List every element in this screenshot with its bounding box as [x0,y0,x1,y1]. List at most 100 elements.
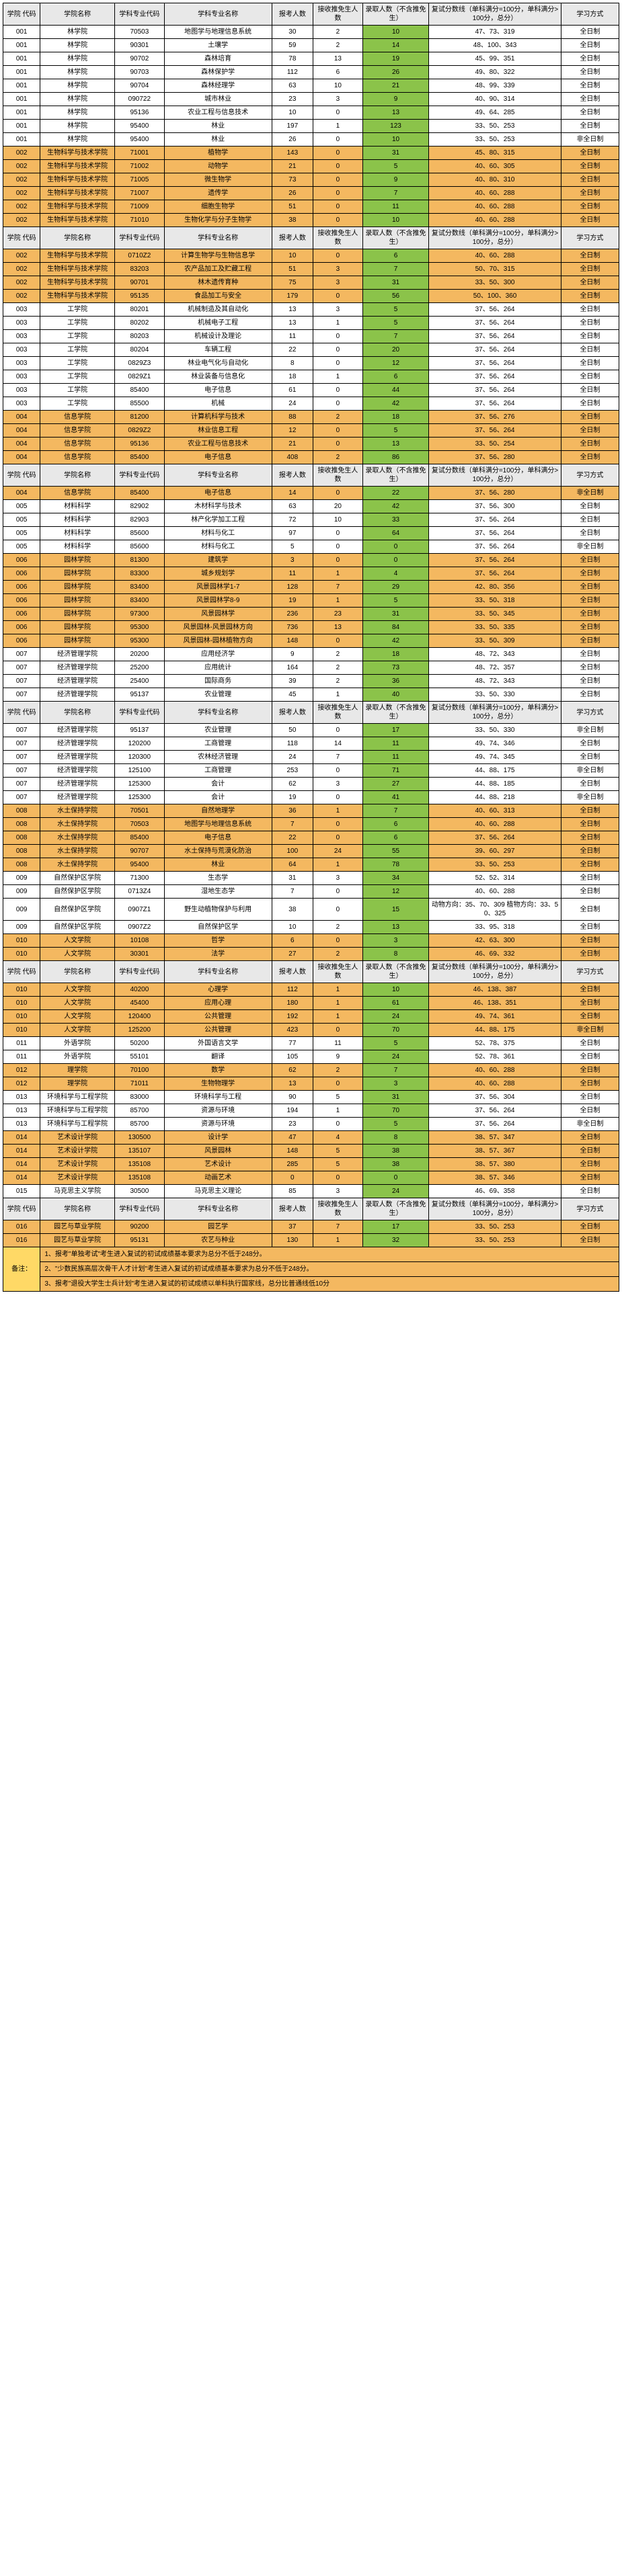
table-cell: 71002 [114,160,164,173]
table-cell: 艺术设计学院 [40,1145,115,1158]
table-cell: 006 [3,608,40,621]
table-cell: 风景园林-园林植物方向 [164,634,272,648]
table-row: 004信息学院0829Z2林业信息工程120537、56、264全日制 [3,424,619,438]
table-cell: 85 [272,1185,313,1198]
table-cell: 植物学 [164,147,272,160]
table-cell: 3 [362,1077,428,1091]
table-row: 004信息学院81200计算机科学与技术8821837、56、276全日制 [3,411,619,424]
table-cell: 全日制 [561,330,619,343]
table-cell: 14 [272,487,313,500]
table-cell: 水土保持与荒漠化防治 [164,845,272,858]
table-cell: 81200 [114,411,164,424]
table-cell: 7 [272,885,313,899]
table-cell: 7 [313,1220,363,1234]
table-cell: 20 [313,500,363,513]
table-cell: 010 [3,948,40,961]
table-cell: 2 [313,661,363,675]
table-cell: 26 [362,66,428,79]
table-cell: 120200 [114,737,164,751]
table-cell: 25400 [114,675,164,688]
table-row: 001林学院90702森林培育78131945、99、351全日制 [3,52,619,66]
table-cell: 55101 [114,1050,164,1064]
header-cell: 复试分数线（单科满分=100分，单科满分>100分，总分） [429,961,561,983]
table-row: 002生物科学与技术学院71007遗传学260740、60、288全日制 [3,187,619,200]
table-cell: 资源与环境 [164,1118,272,1131]
table-cell: 材料科学 [40,540,115,554]
table-cell: 012 [3,1077,40,1091]
table-cell: 30 [272,26,313,39]
table-cell: 设计学 [164,1131,272,1145]
table-cell: 全日制 [561,634,619,648]
table-cell: 林业 [164,133,272,147]
table-cell: 010 [3,983,40,997]
table-cell: 003 [3,384,40,397]
table-cell: 97300 [114,608,164,621]
table-cell: 13 [313,621,363,634]
table-cell: 经济管理学院 [40,778,115,791]
table-cell: 11 [313,1037,363,1050]
table-cell: 26 [272,133,313,147]
table-cell: 46、69、358 [429,1185,561,1198]
table-cell: 97 [272,527,313,540]
table-cell: 197 [272,120,313,133]
table-cell: 37、56、276 [429,411,561,424]
table-cell: 全日制 [561,343,619,357]
table-row: 006园林学院97300风景园林学236233133、50、345全日制 [3,608,619,621]
table-cell: 13 [313,52,363,66]
table-cell: 40、60、288 [429,1077,561,1091]
header-cell: 学科专业代码 [114,464,164,487]
table-cell: 70100 [114,1064,164,1077]
table-cell: 9 [362,93,428,106]
table-cell: 全日制 [561,39,619,52]
table-cell: 40、60、288 [429,818,561,831]
table-row: 007经济管理学院25400国际商务3923648、72、343全日制 [3,675,619,688]
table-cell: 0829Z2 [114,424,164,438]
table-cell: 31 [362,1091,428,1104]
table-row: 010人文学院10108哲学60342、63、300全日制 [3,934,619,948]
table-cell: 全日制 [561,554,619,567]
table-cell: 地图学与地理信息系统 [164,818,272,831]
table-cell: 人文学院 [40,1010,115,1024]
table-cell: 23 [313,608,363,621]
table-cell: 1 [313,1234,363,1247]
table-cell: 56 [362,290,428,303]
table-cell: 37、56、264 [429,330,561,343]
table-cell: 48、72、343 [429,675,561,688]
table-cell: 7 [362,804,428,818]
table-cell: 33、50、335 [429,621,561,634]
table-row: 005材料科学82902木材科学与技术63204237、56、300全日制 [3,500,619,513]
table-cell: 164 [272,661,313,675]
table-cell: 13 [362,106,428,120]
table-cell: 31 [272,872,313,885]
table-cell: 材料与化工 [164,527,272,540]
table-cell: 马克思主义学院 [40,1185,115,1198]
table-cell: 40、60、288 [429,885,561,899]
header-cell: 学科专业名称 [164,1198,272,1220]
table-cell: 003 [3,397,40,411]
table-cell: 006 [3,621,40,634]
table-cell: 33、50、253 [429,1220,561,1234]
table-row: 013环境科学与工程学院85700资源与环境19417037、56、264全日制 [3,1104,619,1118]
table-cell: 全日制 [561,581,619,594]
header-cell: 学院 代码 [3,1198,40,1220]
table-row: 002生物科学与技术学院71010生物化学与分子生物学3801040、60、28… [3,214,619,227]
table-cell: 40 [362,688,428,702]
table-cell: 11 [362,200,428,214]
table-cell: 信息学院 [40,411,115,424]
table-cell: 112 [272,66,313,79]
table-cell: 材料与化工 [164,540,272,554]
header-cell: 学院 代码 [3,961,40,983]
table-row: 008水土保持学院70503地图学与地理信息系统70640、60、288全日制 [3,818,619,831]
table-cell: 84 [362,621,428,634]
table-cell: 001 [3,66,40,79]
table-cell: 全日制 [561,1185,619,1198]
table-cell: 003 [3,330,40,343]
table-cell: 人文学院 [40,983,115,997]
table-cell: 自然保护区学院 [40,885,115,899]
table-cell: 机械电子工程 [164,317,272,330]
table-row: 010人文学院40200心理学11211046、138、387全日制 [3,983,619,997]
table-cell: 农业工程与信息技术 [164,438,272,451]
table-cell: 014 [3,1171,40,1185]
table-cell: 29 [362,581,428,594]
table-cell: 5 [313,1145,363,1158]
